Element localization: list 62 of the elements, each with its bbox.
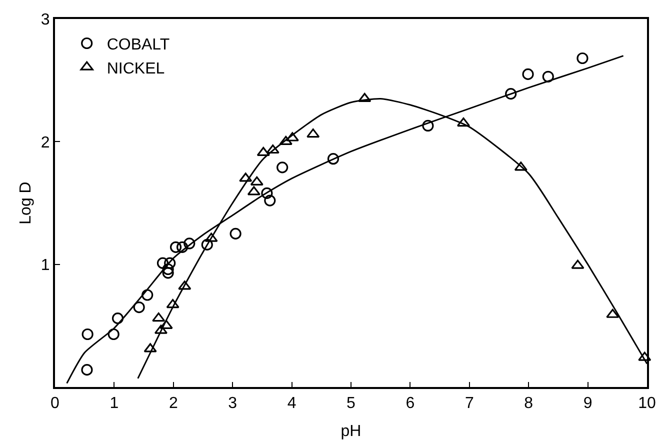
point [144, 343, 157, 352]
point [82, 328, 94, 340]
x-tick-label: 7 [464, 395, 474, 412]
point [201, 238, 213, 251]
point [522, 68, 534, 80]
x-tick-label: 9 [583, 395, 592, 412]
point [170, 241, 182, 253]
point [306, 128, 320, 138]
point [204, 232, 218, 242]
point [239, 172, 252, 182]
point [264, 194, 276, 206]
y-axis-title: Log D [17, 182, 34, 224]
point [358, 92, 372, 102]
point [422, 120, 434, 132]
point [164, 257, 176, 269]
x-axis-title: pH [340, 423, 362, 440]
point [638, 352, 652, 361]
point [108, 328, 120, 340]
point [160, 320, 173, 329]
point [286, 132, 299, 142]
point [250, 176, 264, 186]
point [276, 162, 288, 174]
point [279, 136, 292, 145]
x-tick-label: 10 [638, 395, 656, 412]
point [176, 241, 188, 253]
x-tick-label: 1 [110, 395, 119, 412]
y-tick-label: 1 [40, 256, 50, 274]
x-tick-label: 3 [228, 395, 238, 412]
point [230, 228, 242, 240]
x-tick-label: 4 [287, 395, 296, 412]
point [178, 280, 192, 290]
point [571, 260, 584, 269]
point [156, 257, 169, 269]
point [152, 312, 166, 322]
point [133, 301, 145, 314]
point [606, 308, 620, 318]
point [261, 187, 273, 199]
point [162, 267, 174, 279]
point [542, 70, 554, 82]
legend-label: COBALT [106, 36, 170, 54]
point [505, 88, 517, 100]
legend-label: NICKEL [106, 60, 165, 78]
point [456, 117, 470, 127]
point [266, 144, 280, 154]
point [256, 146, 270, 156]
point [142, 289, 154, 301]
point [514, 162, 528, 171]
point [81, 364, 93, 376]
y-tick-label: 3 [40, 12, 50, 29]
point [247, 186, 260, 196]
x-tick-label: 2 [168, 395, 178, 412]
point [162, 263, 174, 276]
point [166, 299, 180, 308]
point [184, 238, 196, 250]
x-tick-label: 6 [406, 395, 415, 412]
x-tick-label: 0 [50, 395, 60, 412]
x-tick-label: 5 [346, 395, 356, 412]
point [327, 153, 340, 165]
point [112, 312, 124, 324]
x-tick-label: 8 [524, 395, 534, 412]
point [576, 52, 588, 64]
y-tick-label: 2 [40, 134, 50, 152]
